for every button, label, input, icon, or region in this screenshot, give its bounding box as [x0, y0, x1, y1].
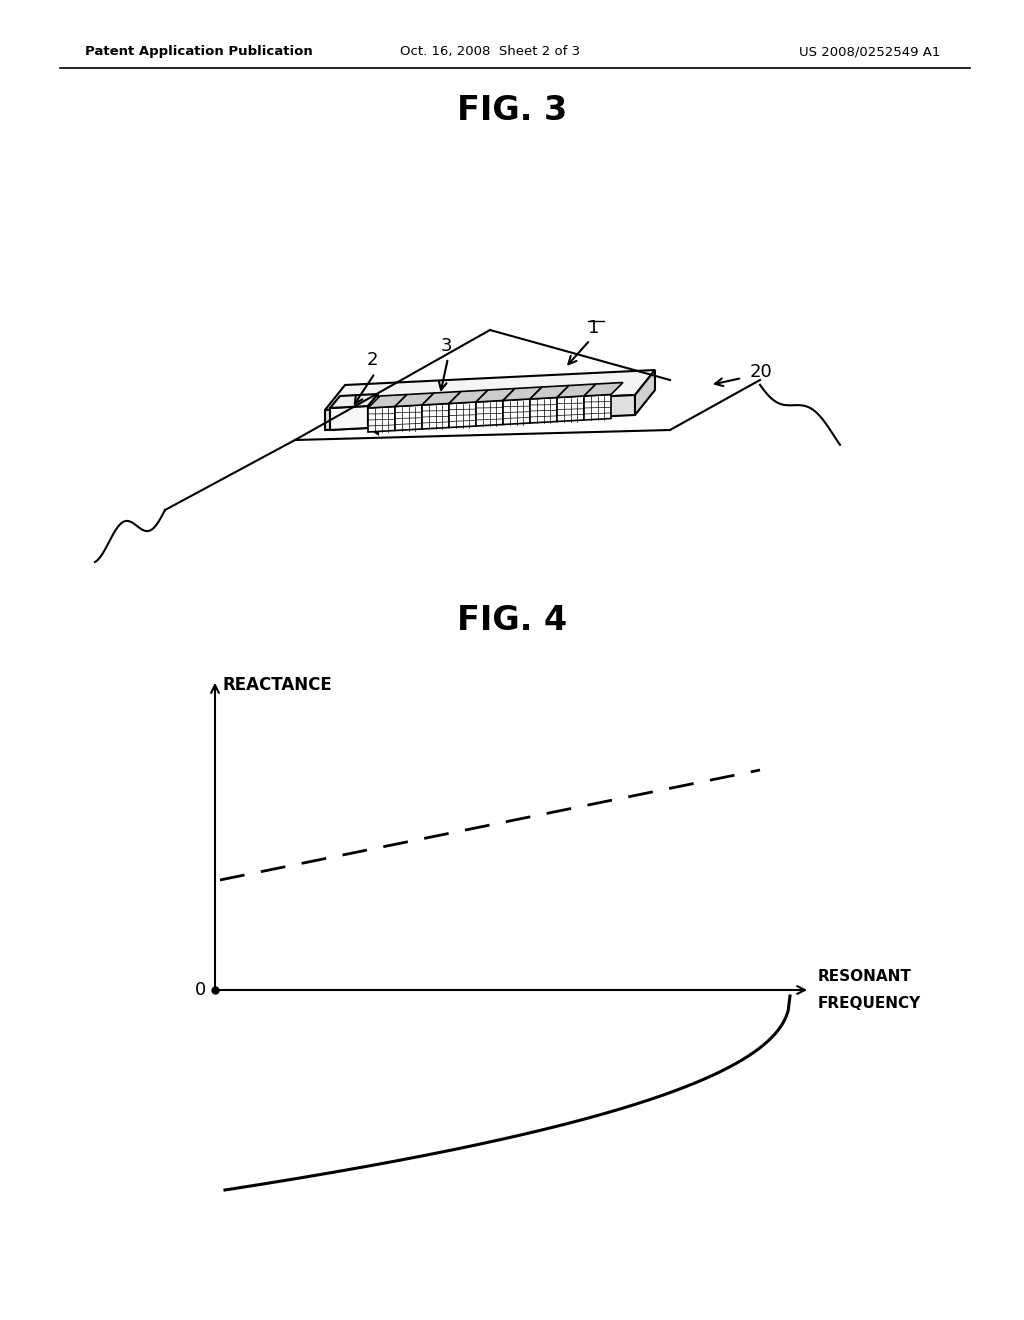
Polygon shape: [422, 392, 461, 405]
Polygon shape: [330, 407, 368, 430]
Polygon shape: [325, 395, 635, 430]
Text: RESONANT: RESONANT: [818, 969, 912, 983]
Polygon shape: [368, 395, 407, 408]
Text: 20: 20: [750, 363, 773, 381]
Text: Oct. 16, 2008  Sheet 2 of 3: Oct. 16, 2008 Sheet 2 of 3: [400, 45, 580, 58]
Polygon shape: [395, 393, 434, 407]
Polygon shape: [476, 400, 503, 426]
Text: US 2008/0252549 A1: US 2008/0252549 A1: [799, 45, 940, 58]
Polygon shape: [330, 393, 378, 408]
Text: 2: 2: [367, 351, 378, 370]
Text: 0: 0: [196, 981, 207, 999]
Polygon shape: [325, 370, 655, 411]
Polygon shape: [584, 395, 611, 420]
Polygon shape: [557, 396, 584, 421]
Text: FIG. 4: FIG. 4: [457, 603, 567, 636]
Polygon shape: [449, 403, 476, 428]
Polygon shape: [422, 404, 449, 429]
Text: FIG. 3: FIG. 3: [457, 94, 567, 127]
Polygon shape: [368, 393, 378, 434]
Polygon shape: [395, 405, 422, 430]
Text: Patent Application Publication: Patent Application Publication: [85, 45, 312, 58]
Polygon shape: [635, 370, 655, 414]
Polygon shape: [584, 383, 623, 396]
Text: REACTANCE: REACTANCE: [223, 676, 333, 694]
Polygon shape: [530, 397, 557, 422]
Text: FREQUENCY: FREQUENCY: [818, 997, 922, 1011]
Text: 3: 3: [440, 337, 452, 355]
Polygon shape: [503, 399, 530, 425]
Polygon shape: [449, 389, 488, 404]
Polygon shape: [557, 384, 596, 397]
Polygon shape: [503, 387, 542, 400]
Polygon shape: [476, 388, 515, 403]
Polygon shape: [368, 407, 395, 432]
Text: 1: 1: [589, 319, 600, 337]
Polygon shape: [530, 385, 569, 399]
